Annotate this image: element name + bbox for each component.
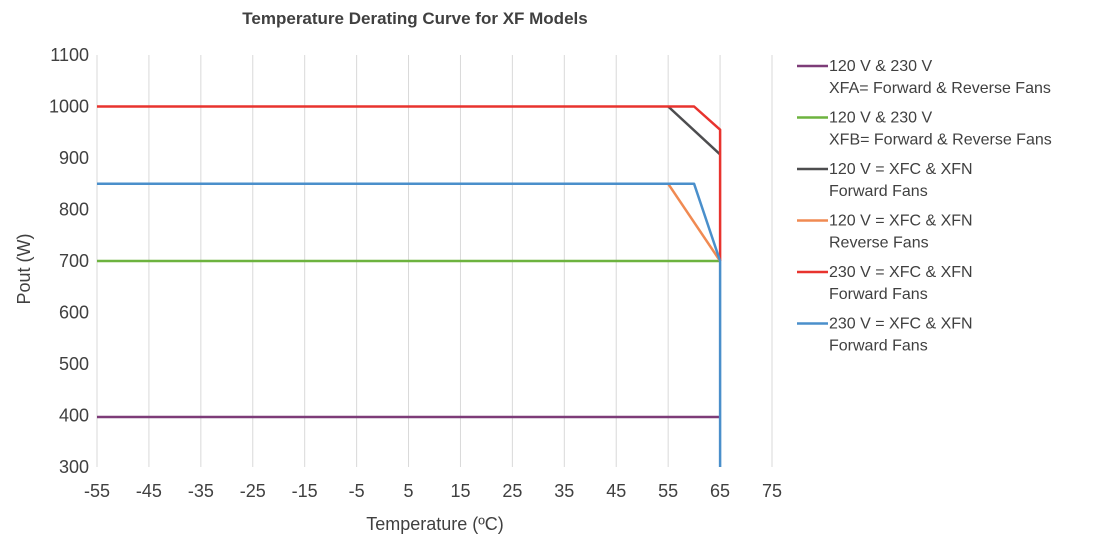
legend-sublabel-3: Forward Fans xyxy=(829,183,928,200)
legend: 120 V & 230 V XFA= Forward & Reverse Fans… xyxy=(797,58,1052,355)
y-tick-label: 800 xyxy=(59,200,89,220)
x-tick-label: 25 xyxy=(502,481,522,501)
x-tick-label: -45 xyxy=(136,481,162,501)
y-tick-label: 700 xyxy=(59,251,89,271)
legend-label-3: 120 V = XFC & XFN xyxy=(829,161,973,178)
x-tick-label: 65 xyxy=(710,481,730,501)
x-tick-label: 35 xyxy=(554,481,574,501)
y-axis-title: Pout (W) xyxy=(14,233,34,304)
legend-label-6: 230 V = XFC & XFN xyxy=(829,316,973,333)
x-axis-title: Temperature (ºC) xyxy=(366,514,504,534)
y-tick-label: 1100 xyxy=(50,45,89,65)
y-tick-label: 400 xyxy=(59,406,89,426)
legend-label-2: 120 V & 230 V xyxy=(829,110,933,127)
x-tick-label: 45 xyxy=(606,481,626,501)
legend-sublabel-5: Forward Fans xyxy=(829,286,928,303)
x-tick-label: 5 xyxy=(404,481,414,501)
legend-label-4: 120 V = XFC & XFN xyxy=(829,213,973,230)
x-tick-label: -55 xyxy=(84,481,110,501)
y-tick-labels: 300 400 500 600 700 800 900 1000 1100 xyxy=(49,45,89,477)
series-line-4 xyxy=(667,183,722,262)
legend-sublabel-1: XFA= Forward & Reverse Fans xyxy=(829,80,1051,97)
y-tick-label: 1000 xyxy=(49,97,89,117)
x-tick-label: -5 xyxy=(349,481,365,501)
series-line-3 xyxy=(667,105,721,156)
chart-title: Temperature Derating Curve for XF Models xyxy=(242,9,587,28)
x-tick-label: -25 xyxy=(240,481,266,501)
legend-sublabel-6: Forward Fans xyxy=(829,338,928,355)
x-tick-label: -15 xyxy=(292,481,318,501)
legend-label-1: 120 V & 230 V xyxy=(829,58,933,75)
x-tick-label: 75 xyxy=(762,481,782,501)
x-tick-label: 15 xyxy=(450,481,470,501)
y-tick-label: 300 xyxy=(59,457,89,477)
legend-sublabel-4: Reverse Fans xyxy=(829,235,929,252)
y-tick-label: 500 xyxy=(59,354,89,374)
y-tick-label: 600 xyxy=(59,303,89,323)
legend-sublabel-2: XFB= Forward & Reverse Fans xyxy=(829,132,1052,149)
y-tick-label: 900 xyxy=(59,148,89,168)
legend-label-5: 230 V = XFC & XFN xyxy=(829,264,973,281)
series-lines xyxy=(97,105,722,467)
x-tick-label: -35 xyxy=(188,481,214,501)
series-line-6 xyxy=(97,182,722,467)
x-tick-label: 55 xyxy=(658,481,678,501)
series-line-5 xyxy=(97,105,722,261)
x-tick-labels: -55 -45 -35 -25 -15 -5 5 15 25 35 45 55 65 75 xyxy=(84,481,782,501)
